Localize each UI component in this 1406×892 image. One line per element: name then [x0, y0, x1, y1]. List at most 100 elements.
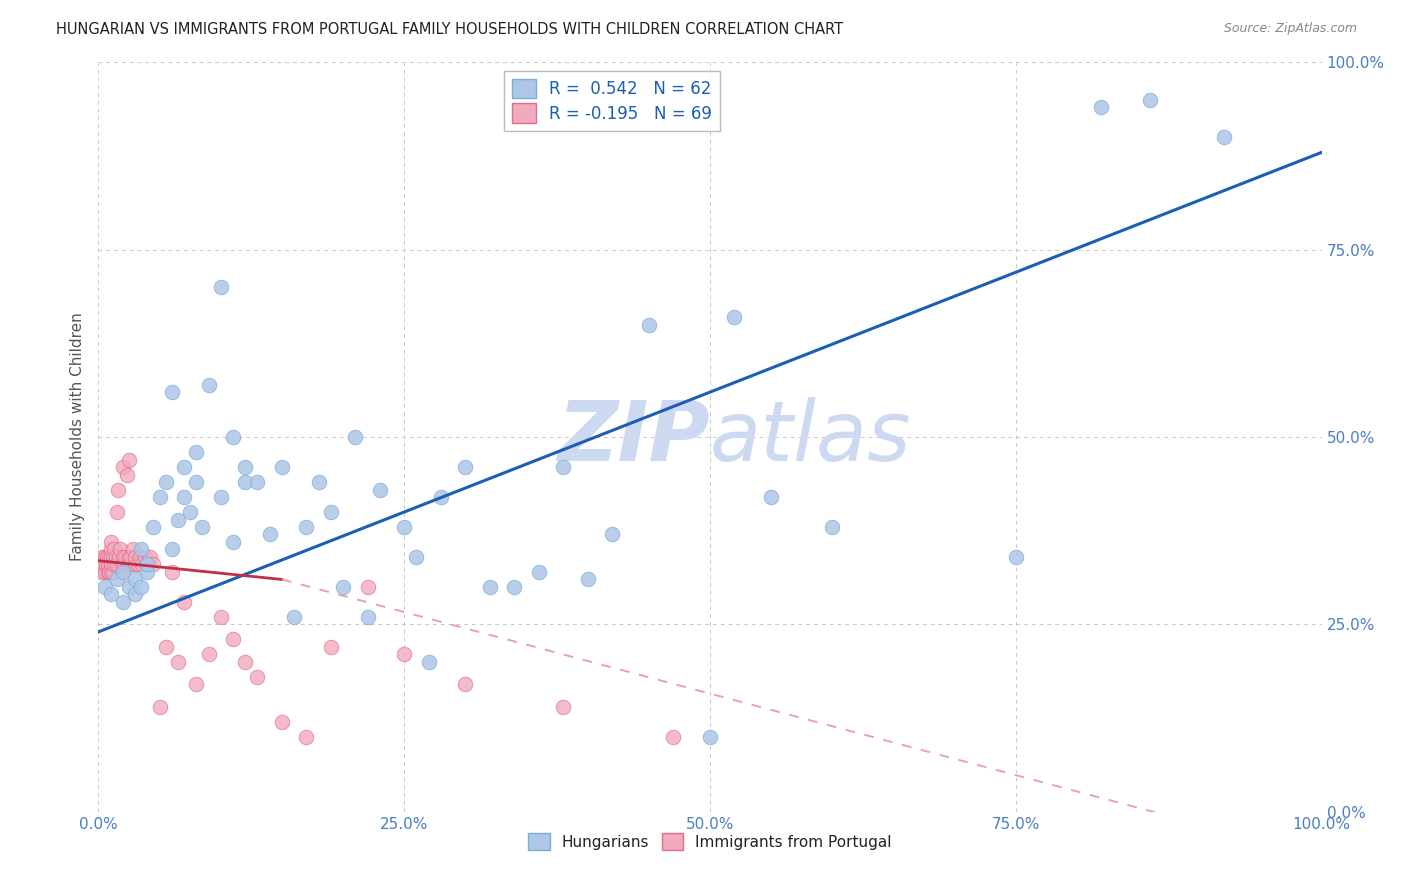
Point: [101, 565, 124, 579]
Point: [117, 558, 139, 572]
Point: [131, 558, 153, 572]
Point: [699, 730, 721, 744]
Point: [118, 452, 141, 467]
Point: [246, 475, 269, 489]
Point: [356, 610, 378, 624]
Point: [222, 632, 245, 647]
Point: [129, 542, 152, 557]
Point: [186, 475, 208, 489]
Point: [332, 580, 354, 594]
Point: [111, 565, 134, 579]
Point: [139, 549, 162, 564]
Point: [89, 558, 111, 572]
Point: [662, 730, 685, 744]
Point: [259, 527, 281, 541]
Point: [478, 580, 501, 594]
Point: [142, 520, 165, 534]
Point: [101, 549, 124, 564]
Point: [576, 573, 599, 587]
Point: [197, 648, 219, 662]
Point: [127, 558, 149, 572]
Point: [121, 542, 143, 557]
Point: [356, 580, 378, 594]
Point: [100, 565, 122, 579]
Point: [160, 385, 183, 400]
Point: [160, 565, 183, 579]
Point: [233, 655, 256, 669]
Point: [454, 677, 477, 691]
Point: [155, 640, 177, 654]
Point: [637, 318, 661, 332]
Point: [295, 520, 318, 534]
Point: [233, 460, 256, 475]
Point: [111, 460, 134, 475]
Point: [134, 549, 156, 564]
Point: [124, 587, 146, 601]
Point: [96, 549, 118, 564]
Point: [120, 549, 142, 564]
Point: [209, 490, 232, 504]
Point: [186, 445, 208, 459]
Point: [308, 475, 330, 489]
Point: [97, 558, 120, 572]
Point: [344, 430, 367, 444]
Point: [270, 460, 294, 475]
Y-axis label: Family Households with Children: Family Households with Children: [69, 313, 84, 561]
Point: [142, 558, 165, 572]
Legend: Hungarians, Immigrants from Portugal: Hungarians, Immigrants from Portugal: [522, 827, 898, 856]
Text: ZIP: ZIP: [557, 397, 710, 477]
Point: [1139, 93, 1161, 107]
Point: [114, 549, 136, 564]
Point: [503, 580, 526, 594]
Point: [222, 535, 245, 549]
Point: [136, 558, 159, 572]
Point: [222, 430, 245, 444]
Point: [149, 490, 172, 504]
Point: [103, 542, 125, 557]
Point: [118, 580, 141, 594]
Point: [418, 655, 440, 669]
Point: [405, 549, 427, 564]
Point: [94, 558, 117, 572]
Point: [111, 565, 134, 579]
Point: [1004, 549, 1026, 564]
Point: [246, 670, 269, 684]
Point: [98, 565, 121, 579]
Point: [179, 505, 201, 519]
Point: [1212, 130, 1234, 145]
Point: [91, 558, 114, 572]
Text: atlas: atlas: [710, 397, 911, 477]
Point: [191, 520, 214, 534]
Point: [136, 565, 159, 579]
Text: HUNGARIAN VS IMMIGRANTS FROM PORTUGAL FAMILY HOUSEHOLDS WITH CHILDREN CORRELATIO: HUNGARIAN VS IMMIGRANTS FROM PORTUGAL FA…: [56, 22, 844, 37]
Point: [319, 640, 342, 654]
Point: [368, 483, 391, 497]
Point: [392, 648, 416, 662]
Point: [295, 730, 318, 744]
Point: [527, 565, 550, 579]
Point: [93, 565, 115, 579]
Point: [105, 505, 128, 519]
Point: [553, 699, 575, 714]
Point: [115, 467, 138, 482]
Point: [105, 558, 128, 572]
Point: [100, 558, 122, 572]
Point: [111, 558, 134, 572]
Point: [90, 565, 112, 579]
Point: [124, 573, 146, 587]
Point: [129, 580, 152, 594]
Point: [93, 549, 115, 564]
Point: [124, 558, 146, 572]
Point: [129, 549, 152, 564]
Point: [105, 573, 128, 587]
Point: [155, 475, 177, 489]
Point: [103, 558, 125, 572]
Point: [319, 505, 342, 519]
Point: [270, 714, 294, 729]
Point: [167, 512, 190, 526]
Point: [1090, 100, 1112, 114]
Text: Source: ZipAtlas.com: Source: ZipAtlas.com: [1223, 22, 1357, 36]
Point: [100, 542, 122, 557]
Point: [111, 595, 134, 609]
Point: [761, 490, 783, 504]
